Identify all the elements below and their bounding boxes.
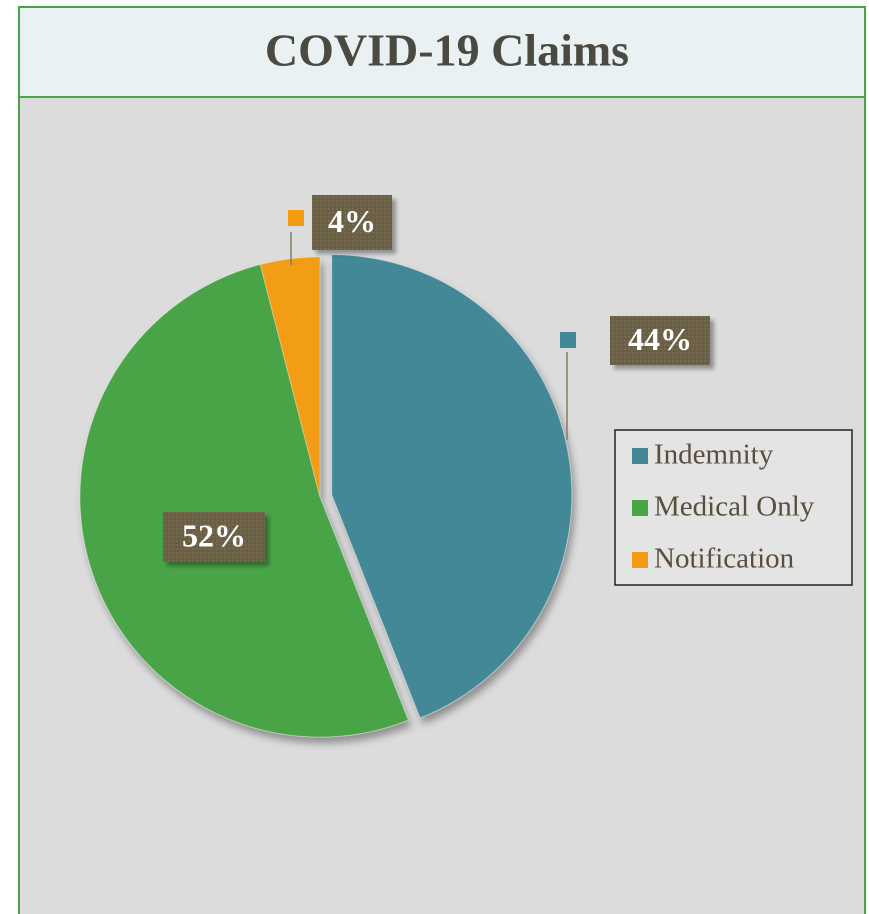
legend-key	[632, 500, 648, 516]
legend-key	[632, 448, 648, 464]
legend-label: Notification	[654, 543, 795, 575]
label-key	[288, 210, 304, 226]
label-box	[610, 316, 710, 365]
data-label: 52%	[182, 517, 246, 553]
pie	[79, 254, 573, 738]
data-label: 44%	[628, 321, 692, 357]
legend-box	[614, 429, 853, 586]
label-box	[163, 512, 265, 562]
label-key	[560, 332, 576, 348]
data-label: 4%	[328, 203, 376, 239]
title-band	[18, 6, 866, 98]
pie-slice	[79, 263, 409, 738]
legend: Indemnity Medical Only Notification	[614, 429, 853, 586]
data-labels: 44% 52% 4%	[163, 195, 710, 562]
label-box	[312, 195, 392, 250]
chart-title: COVID-19 Claims	[265, 25, 629, 76]
pie-slice	[259, 256, 321, 498]
pie-slice	[331, 254, 573, 719]
legend-label: Indemnity	[654, 439, 774, 471]
legend-key	[632, 552, 648, 568]
legend-label: Medical Only	[654, 491, 815, 523]
